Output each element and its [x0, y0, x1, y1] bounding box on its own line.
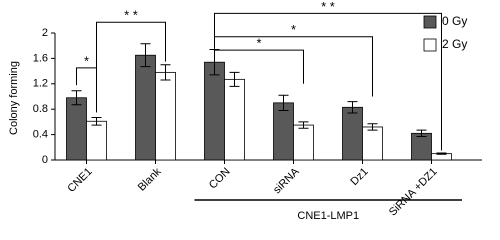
error-bar — [367, 123, 378, 131]
bar — [224, 78, 245, 161]
error-bar — [347, 101, 358, 114]
legend-label: 2 Gy — [442, 37, 467, 51]
legend-swatch — [423, 38, 437, 52]
bar — [411, 132, 432, 161]
bar — [293, 124, 314, 161]
group-label: CNE1-LMP1 — [297, 210, 359, 222]
significance-label: * * — [124, 8, 138, 23]
bar — [204, 61, 225, 161]
x-tick-label: CON — [207, 166, 233, 192]
error-bar — [416, 129, 427, 138]
y-tick-label: 1.6 — [33, 52, 48, 64]
y-tick-label: 0 — [42, 154, 48, 166]
bar — [86, 120, 107, 161]
error-bar — [229, 71, 240, 87]
x-tick-label: siRNA — [271, 165, 302, 196]
error-bar — [140, 43, 151, 68]
error-bar — [436, 152, 447, 155]
bar — [66, 97, 87, 161]
significance-bracket — [214, 36, 373, 97]
legend-swatch — [423, 15, 437, 29]
significance-label: * * — [321, 0, 335, 14]
significance-bracket — [214, 48, 304, 84]
error-bar — [71, 90, 82, 106]
error-bar — [298, 121, 309, 129]
y-tick-label: 0.4 — [33, 129, 48, 141]
x-tick-label: CNE1 — [65, 166, 94, 195]
bar — [273, 102, 294, 161]
error-bar — [278, 94, 289, 111]
legend-label: 0 Gy — [442, 14, 467, 28]
x-tick-label: Blank — [136, 165, 164, 193]
y-axis-label: Colony forming — [8, 61, 20, 135]
significance-bracket — [96, 21, 166, 113]
bar — [362, 126, 383, 161]
y-tick-label: 0.8 — [33, 103, 48, 115]
y-tick-label: 1.2 — [33, 78, 48, 90]
bar — [155, 71, 176, 161]
error-bar — [160, 64, 171, 81]
x-tick-label: Dz1 — [348, 166, 370, 188]
bar — [135, 54, 156, 161]
y-tick-label: 2 — [42, 27, 48, 39]
bar — [342, 106, 363, 161]
significance-label: * — [256, 36, 261, 51]
error-bar — [91, 116, 102, 126]
chart: Colony forming 0 0.4 0.8 1.2 1.6 2 CNE1 Blank CO… — [8, 0, 482, 222]
significance-label: * — [84, 53, 89, 68]
significance-bracket — [214, 12, 442, 151]
significance-label: * — [291, 22, 296, 37]
x-tick-label: SiRNA +DZ1 — [387, 166, 440, 219]
